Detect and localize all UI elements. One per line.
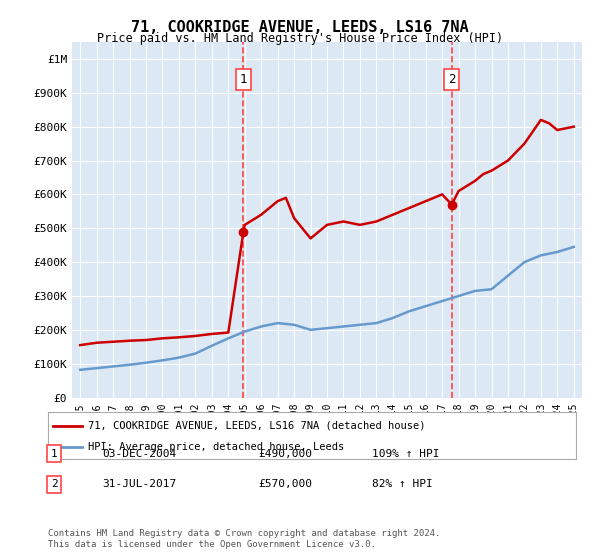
Text: £490,000: £490,000: [258, 449, 312, 459]
Text: 1: 1: [50, 449, 58, 459]
Text: 31-JUL-2017: 31-JUL-2017: [102, 479, 176, 489]
Text: 109% ↑ HPI: 109% ↑ HPI: [372, 449, 439, 459]
Text: £570,000: £570,000: [258, 479, 312, 489]
Text: 03-DEC-2004: 03-DEC-2004: [102, 449, 176, 459]
Text: 2: 2: [50, 479, 58, 489]
Text: Contains HM Land Registry data © Crown copyright and database right 2024.
This d: Contains HM Land Registry data © Crown c…: [48, 529, 440, 549]
Text: 82% ↑ HPI: 82% ↑ HPI: [372, 479, 433, 489]
Text: Price paid vs. HM Land Registry's House Price Index (HPI): Price paid vs. HM Land Registry's House …: [97, 32, 503, 45]
Text: 2: 2: [448, 73, 455, 86]
Text: 1: 1: [239, 73, 247, 86]
Text: 71, COOKRIDGE AVENUE, LEEDS, LS16 7NA (detached house): 71, COOKRIDGE AVENUE, LEEDS, LS16 7NA (d…: [88, 421, 425, 431]
Text: HPI: Average price, detached house, Leeds: HPI: Average price, detached house, Leed…: [88, 442, 344, 452]
Text: 71, COOKRIDGE AVENUE, LEEDS, LS16 7NA: 71, COOKRIDGE AVENUE, LEEDS, LS16 7NA: [131, 20, 469, 35]
